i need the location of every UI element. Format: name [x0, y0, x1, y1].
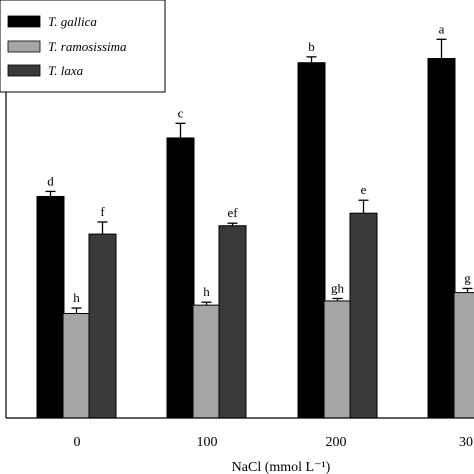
bar-0-3	[427, 58, 456, 419]
legend-swatch-1	[7, 40, 41, 53]
legend-swatch-0	[7, 15, 41, 28]
legend-label-1: T. ramosissima	[48, 39, 127, 54]
legend-swatch-2	[7, 64, 41, 77]
significance-label-1-2: gh	[331, 280, 345, 295]
significance-label-0-1: c	[178, 105, 184, 120]
x-tick-label-1: 100	[197, 435, 218, 450]
bar-1-2	[323, 300, 352, 419]
bar-0-1	[166, 137, 195, 419]
significance-label-2-1: ef	[227, 205, 238, 220]
bar-1-0	[62, 313, 91, 419]
significance-label-0-2: b	[308, 39, 315, 54]
significance-label-1-1: h	[203, 284, 210, 299]
significance-label-2-2: e	[361, 182, 367, 197]
significance-label-2-0: f	[100, 204, 105, 219]
significance-label-1-0: h	[73, 290, 80, 305]
axes-layer: 0 100 200 30 NaCl (mmol L⁻¹)	[5, 0, 474, 474]
x-tick-label-3: 30	[459, 435, 473, 450]
bar-2-2	[349, 212, 378, 419]
bars-layer: d c b a h h gh g f ef e	[36, 21, 474, 419]
bar-0-2	[297, 62, 326, 419]
bar-2-1	[218, 225, 247, 419]
x-axis-title: NaCl (mmol L⁻¹)	[232, 460, 331, 474]
bar-0-0	[36, 195, 65, 419]
significance-label-0-3: a	[439, 21, 445, 36]
bar-1-3	[453, 292, 474, 419]
legend-label-2: T. laxa	[48, 63, 84, 78]
legend: T. gallica T. ramosissima T. laxa	[0, 0, 166, 93]
significance-label-1-3: g	[464, 270, 471, 285]
bar-1-1	[192, 304, 221, 419]
legend-label-0: T. gallica	[48, 14, 97, 29]
bar-2-0	[88, 233, 117, 419]
x-tick-label-2: 200	[326, 435, 347, 450]
significance-label-0-0: d	[47, 173, 54, 188]
x-tick-label-0: 0	[74, 435, 81, 450]
